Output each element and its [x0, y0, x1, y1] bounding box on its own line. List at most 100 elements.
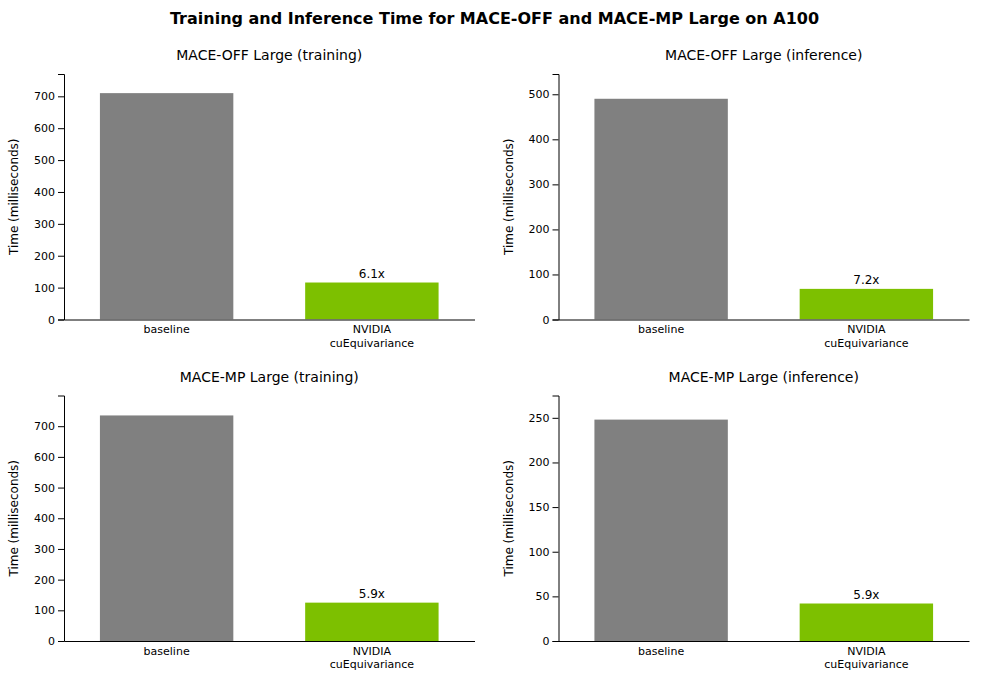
x-axis: baseline NVIDIAcuEquivariance — [65, 320, 476, 350]
y-tick: 50 — [536, 590, 559, 603]
y-tick-label: 100 — [34, 282, 55, 295]
y-tick-mark — [553, 641, 559, 642]
y-tick: 500 — [34, 482, 64, 495]
bars — [100, 415, 439, 641]
y-tick: 100 — [34, 282, 64, 295]
y-tick-label: 0 — [543, 635, 550, 648]
y-tick-label: 200 — [529, 456, 550, 469]
y-tick-label: 600 — [34, 451, 55, 464]
tick-label-line: NVIDIA — [353, 323, 392, 336]
y-axis-title: Time (milliseconds) — [502, 460, 516, 578]
y-axis-title: Time (milliseconds) — [502, 138, 516, 256]
x-tick-label: baseline — [144, 323, 190, 336]
x-tick-label: NVIDIAcuEquivariance — [330, 323, 415, 349]
y-tick-mark — [553, 418, 559, 419]
panel: 0 100 200 300 400 500 baseline NVIDIAcuEquivari… — [502, 47, 970, 350]
bar — [800, 289, 933, 320]
y-tick-label: 0 — [48, 635, 55, 648]
annotation: 5.9x — [853, 588, 879, 602]
annotation: 6.1x — [359, 267, 385, 281]
y-tick-mark — [58, 96, 64, 97]
y-tick-label: 200 — [529, 223, 550, 236]
y-tick-mark — [58, 128, 64, 129]
bar — [800, 604, 933, 641]
tick-label-line: NVIDIA — [847, 645, 886, 658]
panel-title: MACE-OFF Large (inference) — [665, 47, 862, 63]
y-tick: 600 — [34, 451, 64, 464]
x-tick: baseline — [144, 641, 190, 658]
x-tick-label: baseline — [144, 645, 190, 658]
panel-title: MACE-MP Large (inference) — [669, 369, 859, 385]
y-tick-mark — [553, 184, 559, 185]
y-tick: 400 — [34, 186, 64, 199]
y-tick-mark — [58, 580, 64, 581]
y-axis: 0 100 200 300 400 500 600 700 — [34, 396, 65, 648]
y-tick-label: 300 — [34, 218, 55, 231]
axis-line — [553, 396, 560, 642]
y-tick-label: 200 — [34, 250, 55, 263]
y-tick-mark — [553, 552, 559, 553]
panel: 0 100 200 300 400 500 600 700 baseline NVIDIAcuEq… — [7, 369, 475, 672]
y-tick-label: 200 — [34, 574, 55, 587]
tick-label-line: baseline — [144, 323, 190, 336]
y-tick-label: 250 — [529, 412, 550, 425]
y-tick-mark — [553, 320, 559, 321]
tick-label-line: NVIDIA — [847, 323, 886, 336]
annotation: 5.9x — [359, 587, 385, 601]
x-axis: baseline NVIDIAcuEquivariance — [559, 320, 970, 350]
y-tick-label: 0 — [543, 314, 550, 327]
y-tick-mark — [58, 320, 64, 321]
tick-label-line: cuEquivariance — [824, 658, 909, 671]
x-tick-label: NVIDIAcuEquivariance — [330, 645, 415, 671]
y-tick-mark — [58, 549, 64, 550]
y-tick-label: 0 — [48, 314, 55, 327]
y-tick-mark — [58, 192, 64, 193]
y-tick-mark — [553, 139, 559, 140]
axis-line — [65, 320, 476, 321]
axis-line — [553, 75, 560, 321]
y-tick-mark — [553, 274, 559, 275]
y-tick: 400 — [34, 512, 64, 525]
bar — [100, 415, 233, 641]
panel-title: MACE-OFF Large (training) — [176, 47, 362, 63]
axis-line — [559, 641, 970, 642]
panel: 0100200300400500600700baselineNVIDIAcuEq… — [7, 47, 475, 350]
y-tick: 200 — [529, 456, 559, 469]
y-tick: 300 — [529, 178, 559, 191]
y-axis: 0 100 200 300 400 500 — [529, 75, 560, 327]
x-tick: baseline — [638, 320, 684, 337]
x-tick: NVIDIAcuEquivariance — [330, 320, 415, 350]
y-tick-mark — [553, 596, 559, 597]
y-tick-label: 300 — [34, 543, 55, 556]
x-tick-label: NVIDIAcuEquivariance — [824, 645, 909, 671]
y-tick-mark — [553, 229, 559, 230]
bar — [594, 99, 727, 320]
y-tick: 250 — [529, 412, 559, 425]
y-tick-label: 100 — [529, 546, 550, 559]
y-tick: 300 — [34, 543, 64, 556]
y-axis-title: Time (milliseconds) — [7, 138, 21, 256]
tick-label-line: NVIDIA — [353, 645, 392, 658]
y-tick-mark — [58, 610, 64, 611]
y-tick-label: 400 — [34, 186, 55, 199]
tick-label-line: cuEquivariance — [824, 337, 909, 350]
y-tick-label: 500 — [529, 88, 550, 101]
y-tick-label: 400 — [34, 512, 55, 525]
y-tick: 150 — [529, 501, 559, 514]
bar — [100, 93, 233, 319]
x-tick: baseline — [638, 641, 684, 658]
y-tick-mark — [553, 507, 559, 508]
y-tick: 0 — [48, 635, 64, 648]
y-tick: 200 — [34, 574, 64, 587]
bar — [594, 420, 727, 641]
y-tick: 700 — [34, 420, 64, 433]
tick-label-line: baseline — [144, 645, 190, 658]
x-tick: NVIDIAcuEquivariance — [330, 641, 415, 671]
y-tick: 500 — [34, 154, 64, 167]
axis-line — [65, 641, 476, 642]
y-tick-label: 300 — [529, 178, 550, 191]
y-tick: 100 — [34, 604, 64, 617]
y-tick-label: 500 — [34, 482, 55, 495]
y-tick-label: 100 — [529, 268, 550, 281]
y-tick: 400 — [529, 133, 559, 146]
